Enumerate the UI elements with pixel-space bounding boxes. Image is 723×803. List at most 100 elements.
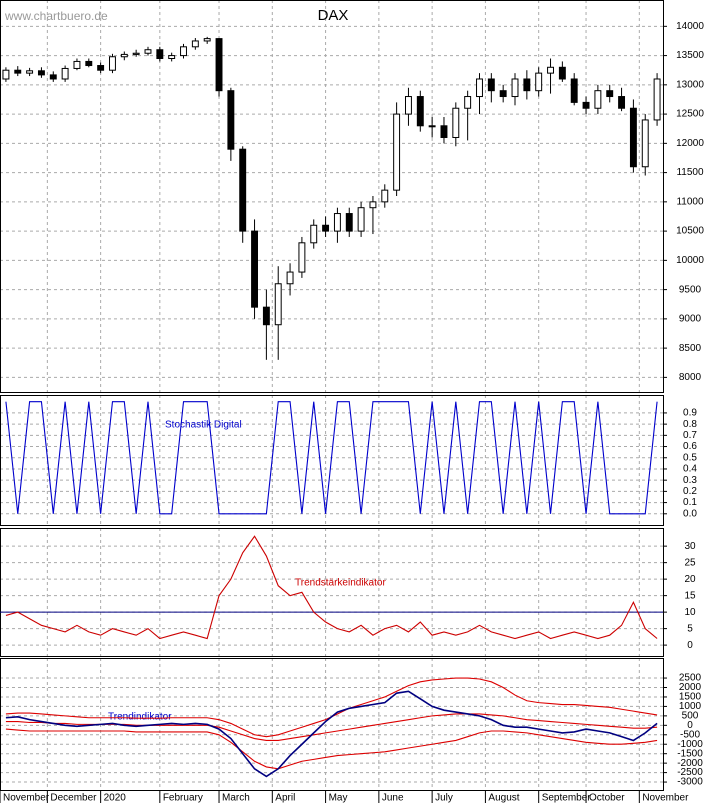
y-tick-label: 15 — [684, 590, 696, 601]
y-tick-label: 5 — [687, 623, 693, 634]
candle-body — [594, 90, 602, 109]
panel-frame — [0, 0, 664, 393]
y-tick-label: 500 — [682, 711, 699, 722]
candle-body — [132, 52, 140, 55]
x-tick-label: April — [275, 793, 295, 803]
candle-body — [239, 148, 247, 232]
candle-body — [85, 60, 93, 67]
y-tick-label: 2000 — [679, 682, 702, 693]
watermark: www.chartbuero.de — [4, 9, 108, 23]
x-tick-label: December — [50, 793, 97, 803]
candle-body — [144, 49, 152, 54]
candle-body — [629, 107, 637, 168]
y-tick-label: -1500 — [677, 748, 703, 759]
candle-body — [251, 230, 259, 308]
candle-body — [168, 55, 176, 60]
candle-body — [156, 49, 164, 60]
y-tick-label: 10500 — [676, 226, 704, 237]
y-tick-label: 1000 — [679, 701, 702, 712]
y-tick-label: 8000 — [679, 372, 702, 383]
candle-body — [511, 78, 519, 98]
y-tick-label: 9500 — [679, 284, 702, 295]
candle-body — [37, 70, 45, 76]
x-tick-label: August — [488, 793, 519, 803]
candle-body — [274, 283, 282, 326]
candle-body — [2, 69, 10, 80]
y-tick-label: 0.4 — [683, 464, 697, 475]
candle-body — [49, 74, 57, 80]
candle-body — [298, 242, 306, 273]
y-tick-label: 10 — [684, 607, 696, 618]
y-tick-label: 0.2 — [683, 486, 697, 497]
candle-body — [262, 306, 270, 326]
candle-body — [487, 78, 495, 92]
candle-body — [369, 201, 377, 209]
candle-body — [310, 224, 318, 244]
series-line — [5, 728, 658, 770]
panel-frame — [0, 528, 664, 657]
x-tick-label: March — [222, 793, 250, 803]
y-tick-label: 0.5 — [683, 452, 697, 463]
y-tick-label: 11000 — [676, 196, 704, 207]
candle-body — [464, 96, 472, 109]
y-tick-label: 25 — [684, 557, 696, 568]
y-tick-label: 10000 — [676, 255, 704, 266]
candle-body — [523, 78, 531, 92]
candle-body — [440, 125, 448, 138]
series-line — [5, 535, 658, 640]
candle-body — [215, 38, 223, 92]
y-tick-label: 9000 — [679, 314, 702, 325]
candle-body — [345, 213, 353, 232]
x-tick-label: June — [382, 793, 404, 803]
candle-body — [476, 78, 483, 98]
candle-body — [393, 113, 401, 191]
y-tick-label: 8500 — [679, 343, 702, 354]
x-tick-label: May — [329, 793, 348, 803]
series-line — [5, 690, 658, 778]
y-tick-label: -500 — [680, 729, 700, 740]
chart-title: DAX — [318, 7, 349, 24]
candle-body — [641, 119, 649, 168]
panel-frame — [0, 658, 664, 791]
candle-body — [582, 101, 590, 109]
x-tick-label: September — [542, 793, 592, 803]
candle-body — [180, 46, 187, 57]
candle-body — [499, 90, 507, 98]
candle-body — [570, 78, 578, 103]
series-line — [5, 401, 658, 515]
candle-body — [547, 66, 554, 74]
candle-body — [653, 78, 661, 121]
y-tick-label: 13000 — [676, 79, 704, 90]
y-tick-label: 0 — [687, 720, 693, 731]
y-tick-label: 1500 — [679, 692, 702, 703]
y-tick-label: 0.8 — [683, 419, 697, 430]
y-tick-label: -3000 — [677, 777, 703, 788]
candle-body — [120, 53, 128, 58]
x-tick-label: July — [435, 793, 453, 803]
y-tick-label: 12000 — [676, 138, 704, 149]
candle-body — [618, 96, 626, 109]
candle-body — [535, 72, 543, 92]
y-tick-label: 0.0 — [683, 508, 697, 519]
x-tick-label: 2020 — [104, 793, 127, 803]
y-tick-label: 2500 — [679, 673, 702, 684]
y-tick-label: 11500 — [676, 167, 704, 178]
y-tick-label: 20 — [684, 574, 696, 585]
x-tick-label: October — [589, 793, 625, 803]
candle-body — [322, 224, 330, 232]
candle-body — [416, 96, 424, 127]
candle-body — [428, 125, 436, 128]
candle-body — [357, 207, 365, 232]
y-tick-label: 0.1 — [683, 497, 697, 508]
y-tick-label: 13500 — [676, 50, 704, 61]
x-tick-label: November — [642, 793, 689, 803]
y-tick-label: 0.3 — [683, 475, 697, 486]
candle-body — [381, 189, 389, 203]
candle-body — [191, 40, 199, 48]
candle-body — [26, 70, 34, 74]
y-tick-label: -1000 — [677, 739, 703, 750]
candle-body — [14, 69, 22, 74]
panel-label: Trendindikator — [108, 712, 172, 723]
